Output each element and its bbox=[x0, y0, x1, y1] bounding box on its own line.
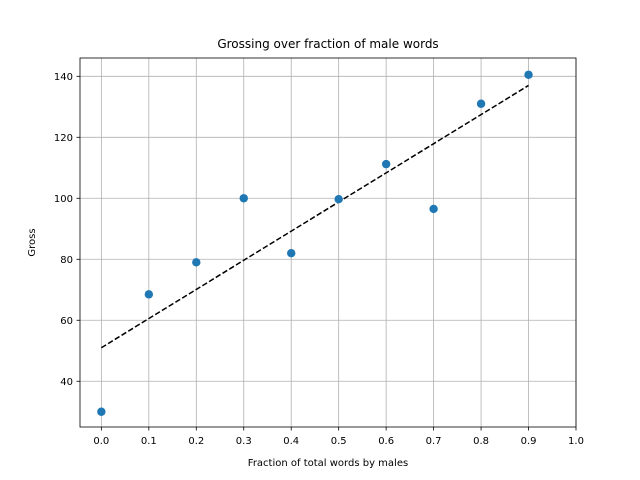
data-point bbox=[476, 99, 486, 108]
x-tick-label: 0.4 bbox=[283, 436, 299, 447]
y-tick-label: 100 bbox=[54, 194, 73, 205]
trend-line bbox=[100, 84, 529, 349]
plot-frame bbox=[79, 57, 577, 428]
trend-line-layer bbox=[100, 84, 529, 349]
x-tick-label: 0.8 bbox=[473, 436, 489, 447]
x-tick-label: 0.3 bbox=[236, 436, 252, 447]
data-point bbox=[144, 290, 154, 299]
data-point bbox=[381, 159, 391, 169]
data-point bbox=[97, 407, 106, 416]
x-tick-label: 1.0 bbox=[568, 436, 584, 447]
y-tick-label: 120 bbox=[54, 133, 73, 144]
data-point bbox=[192, 258, 201, 267]
axis-ticks: 0.0 0.1 0.2 0.3 0.4 0.5 0.6 0.7 0.8 0.9 1.0 40 60 80 1… bbox=[54, 72, 584, 447]
y-tick-label: 60 bbox=[60, 316, 73, 327]
y-tick-label: 140 bbox=[54, 72, 73, 83]
y-tick-label: 80 bbox=[60, 255, 73, 266]
y-tick-label: 40 bbox=[60, 377, 73, 388]
data-point bbox=[429, 204, 438, 214]
x-tick-label: 0.1 bbox=[141, 436, 157, 447]
data-point bbox=[239, 194, 248, 203]
x-tick-label: 0.6 bbox=[378, 436, 394, 447]
data-point bbox=[524, 70, 533, 79]
x-tick-label: 0.5 bbox=[331, 436, 347, 447]
chart-title: Grossing over fraction of male words bbox=[217, 37, 438, 51]
x-tick-label: 0.2 bbox=[188, 436, 204, 447]
x-tick-label: 0.9 bbox=[521, 436, 537, 447]
data-point bbox=[334, 194, 343, 204]
data-points bbox=[97, 70, 533, 416]
y-axis-label: Gross bbox=[27, 228, 38, 256]
data-point bbox=[287, 248, 296, 258]
x-tick-label: 0.7 bbox=[426, 436, 442, 447]
x-axis-label: Fraction of total words by males bbox=[248, 458, 408, 469]
x-tick-label: 0.0 bbox=[93, 436, 109, 447]
